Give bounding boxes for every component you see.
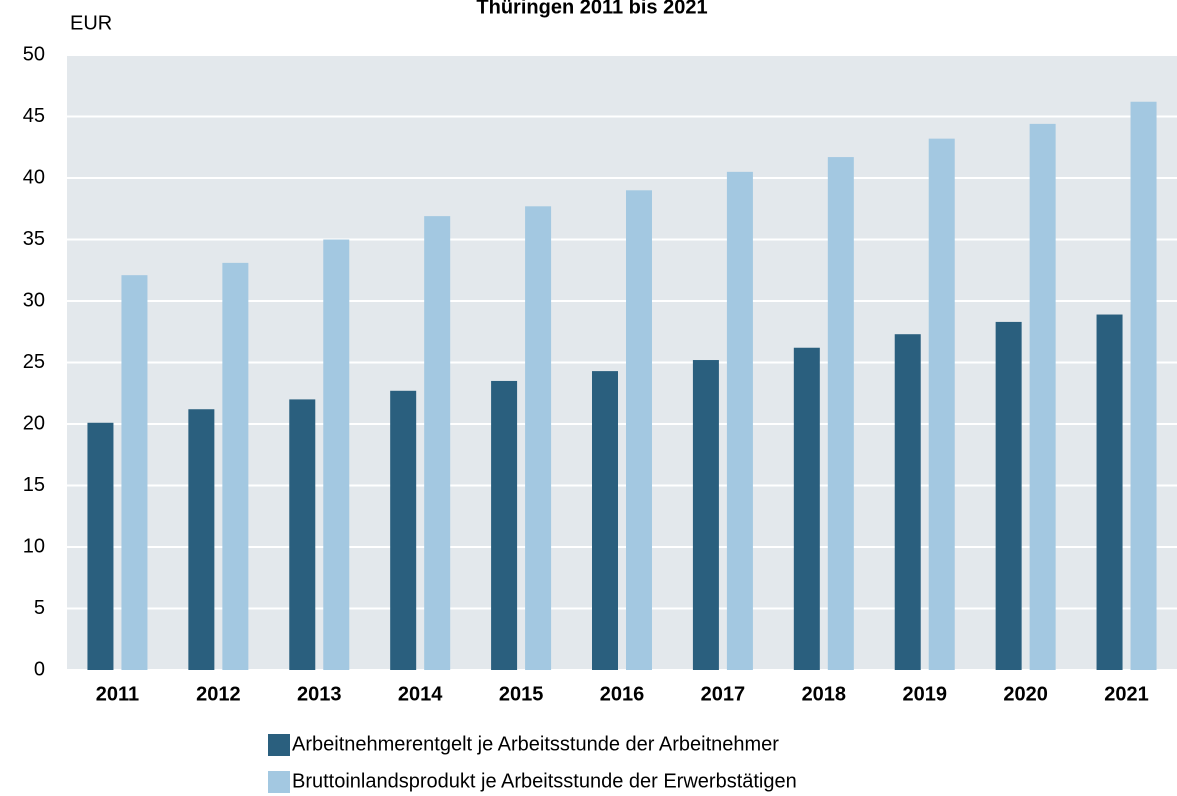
- y-tick-label: 0: [34, 658, 45, 680]
- bar: [626, 190, 652, 671]
- legend-label: Bruttoinlandsprodukt je Arbeitsstunde de…: [292, 770, 797, 792]
- x-tick-label: 2013: [297, 683, 342, 705]
- y-tick-label: 5: [34, 597, 45, 619]
- bar: [121, 275, 148, 670]
- x-tick-label: 2012: [196, 683, 241, 705]
- y-tick-label: 50: [23, 43, 45, 65]
- bar: [793, 347, 820, 670]
- y-tick-label: 25: [23, 351, 45, 373]
- y-tick-label: 30: [23, 289, 45, 311]
- x-tick-label: 2017: [701, 683, 746, 705]
- bar: [188, 409, 215, 670]
- bar: [1130, 101, 1157, 671]
- y-tick-label: 20: [23, 412, 45, 434]
- x-tick-label: 2020: [1003, 683, 1048, 705]
- bar: [827, 157, 854, 671]
- y-tick-label: 35: [23, 228, 45, 250]
- bar: [692, 360, 719, 670]
- y-tick-label: 45: [23, 105, 45, 127]
- x-tick-label: 2015: [499, 683, 544, 705]
- x-tick-label: 2021: [1104, 683, 1149, 705]
- y-tick-label: 40: [23, 166, 45, 188]
- bar: [1029, 123, 1056, 670]
- x-tick-label: 2014: [398, 683, 443, 705]
- legend-swatch: [268, 734, 290, 756]
- legend-label: Arbeitnehmerentgelt je Arbeitsstunde der…: [292, 733, 779, 755]
- y-tick-label: 15: [23, 474, 45, 496]
- bar: [424, 216, 451, 670]
- bar: [894, 334, 921, 670]
- legend-swatch: [268, 771, 290, 793]
- y-axis-label: EUR: [70, 12, 112, 34]
- bar: [726, 171, 753, 670]
- bar: [289, 399, 316, 670]
- y-tick-label: 10: [23, 535, 45, 557]
- bar: [390, 390, 417, 670]
- bar: [928, 138, 955, 670]
- x-tick-label: 2019: [902, 683, 947, 705]
- x-tick-label: 2016: [600, 683, 645, 705]
- bar: [222, 262, 249, 670]
- bar: [87, 422, 114, 670]
- bar: [1096, 314, 1123, 670]
- bar: [592, 371, 618, 670]
- bar: [995, 321, 1022, 670]
- x-tick-label: 2018: [802, 683, 847, 705]
- bar: [323, 239, 350, 670]
- bar: [525, 206, 552, 671]
- chart-title: Thüringen 2011 bis 2021: [476, 0, 707, 18]
- x-tick-label: 2011: [96, 683, 139, 705]
- bar: [491, 380, 518, 670]
